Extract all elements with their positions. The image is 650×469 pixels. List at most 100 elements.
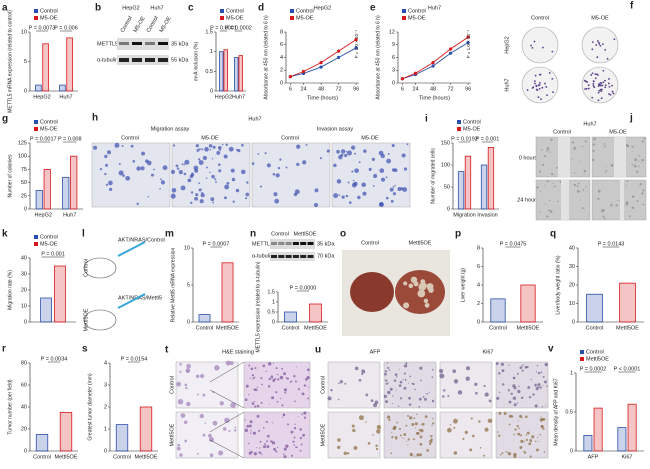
label: M5-OE: [591, 15, 609, 21]
image-texture: [597, 189, 601, 193]
image-texture: [500, 362, 505, 366]
image-texture: [425, 393, 427, 395]
y-tick-label: 1.5: [267, 289, 275, 295]
image-texture: [393, 379, 397, 382]
p-value: P = 0.0002: [225, 25, 252, 31]
image-texture: [340, 149, 346, 154]
image-texture: [391, 431, 393, 433]
colony: [533, 40, 536, 43]
image-texture: [275, 450, 278, 453]
bar: [59, 84, 66, 92]
point: [400, 77, 404, 81]
image-texture: [261, 383, 263, 386]
image-texture: [279, 158, 282, 161]
image-texture: [541, 405, 544, 408]
image-texture: [241, 143, 244, 147]
y-tick-label: 10: [21, 29, 27, 35]
y-tick-label: 0.5: [565, 409, 573, 415]
image-texture: [516, 372, 519, 375]
image-texture: [262, 364, 266, 368]
colony: [551, 77, 554, 80]
colony: [597, 84, 600, 87]
x-tick-label: 48: [430, 86, 436, 92]
image-texture: [474, 382, 478, 387]
band: [285, 242, 292, 245]
image-texture: [271, 441, 276, 445]
image-texture: [252, 377, 255, 380]
x-tick-label: HepG2: [35, 212, 52, 218]
colony: [545, 86, 548, 88]
image-texture: [307, 368, 310, 372]
y-axis-label: Number of migrated cells: [430, 148, 436, 204]
image-texture: [179, 363, 182, 366]
image-texture: [303, 411, 307, 415]
image-texture: [314, 188, 319, 193]
image-texture: [601, 209, 604, 213]
image-texture: [542, 375, 545, 378]
y-tick-label: 60: [21, 382, 27, 388]
legend-swatch: [457, 120, 461, 124]
image-texture: [449, 424, 452, 426]
image-texture: [391, 436, 394, 439]
image-texture: [256, 414, 260, 418]
image-texture: [629, 215, 631, 218]
image-texture: [631, 163, 634, 166]
image-texture: [636, 170, 639, 173]
image-texture: [430, 438, 433, 441]
image-texture: [543, 451, 546, 453]
image-texture: [642, 203, 645, 206]
y-tick-label: 20: [569, 282, 575, 288]
p-value: P = 0.0475: [500, 241, 527, 247]
image-texture: [276, 373, 279, 376]
image-texture: [539, 386, 542, 389]
panel-letter: m: [165, 229, 174, 240]
bar: [53, 265, 66, 323]
image-texture: [383, 394, 387, 398]
label: Mettl5OE: [83, 308, 89, 331]
legend-label: M5-OE: [463, 126, 481, 132]
image-texture: [279, 375, 284, 380]
image: [171, 142, 251, 208]
panel-letter: p: [455, 229, 461, 240]
image-texture: [254, 367, 257, 370]
image-texture: [413, 417, 416, 420]
image-texture: [633, 164, 637, 168]
colony: [602, 43, 604, 46]
image-texture: [388, 369, 391, 371]
bar: [309, 303, 322, 323]
y-axis-label: Greatest tumor diameter (mm): [87, 373, 93, 441]
image-texture: [379, 202, 384, 206]
image-texture: [274, 198, 280, 204]
image-texture: [271, 396, 275, 400]
image-texture: [228, 146, 234, 152]
band: [145, 42, 155, 45]
bar: [234, 57, 239, 92]
image-texture: [583, 209, 585, 211]
image-texture: [510, 392, 513, 395]
image-texture: [529, 455, 532, 458]
image-texture: [363, 149, 367, 153]
image-texture: [211, 174, 215, 179]
image-texture: [294, 400, 296, 403]
bar: [487, 146, 495, 210]
image-texture: [245, 192, 250, 197]
image-texture: [424, 397, 427, 401]
colony: [590, 74, 593, 76]
bar: [40, 297, 53, 323]
image-texture: [277, 166, 281, 170]
label: 35 kDa: [171, 41, 189, 47]
image-texture: [201, 192, 204, 195]
image-texture: [535, 371, 538, 373]
colony: [593, 86, 596, 89]
image-texture: [540, 196, 542, 198]
colony: [596, 56, 599, 59]
image-texture: [200, 193, 205, 198]
bar: [43, 168, 51, 210]
y-tick-label: 30: [569, 264, 575, 270]
colony: [544, 82, 546, 85]
image-texture: [385, 379, 388, 382]
image-texture: [403, 386, 407, 390]
image-texture: [386, 158, 391, 164]
image-texture: [431, 376, 434, 378]
image-texture: [304, 378, 308, 381]
